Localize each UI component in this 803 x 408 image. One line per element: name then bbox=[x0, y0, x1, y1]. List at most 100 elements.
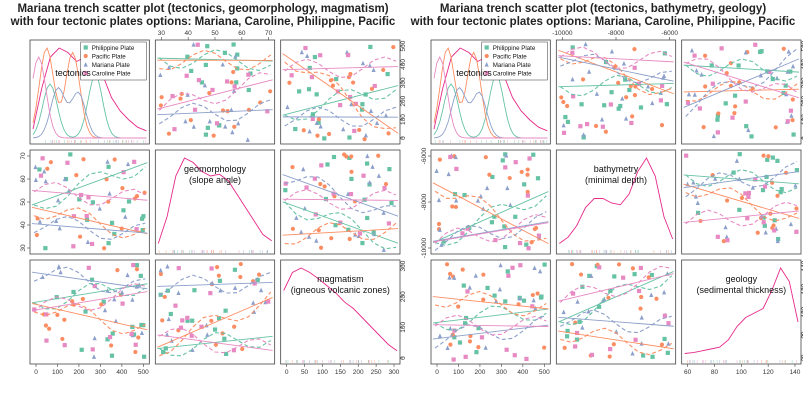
data-point bbox=[33, 165, 37, 170]
data-point bbox=[40, 156, 44, 160]
data-point bbox=[435, 168, 439, 173]
data-point bbox=[703, 84, 707, 88]
data-point bbox=[531, 153, 535, 157]
data-point bbox=[315, 92, 319, 96]
data-point bbox=[602, 103, 606, 107]
legend-marker bbox=[84, 54, 88, 58]
regression-line bbox=[32, 207, 147, 234]
fig1-left-axis-row2-label: 30 bbox=[20, 244, 27, 252]
fig2-left-axis-row2-label: -6000 bbox=[421, 147, 428, 164]
data-point bbox=[93, 336, 97, 341]
series-density-curve bbox=[434, 75, 547, 138]
data-point bbox=[665, 102, 669, 106]
data-point bbox=[185, 74, 189, 78]
data-point bbox=[189, 118, 193, 122]
data-point bbox=[387, 167, 391, 171]
data-point bbox=[662, 290, 666, 295]
data-point bbox=[563, 346, 567, 350]
data-point bbox=[638, 306, 642, 310]
fig1-top-axis-label: 40 bbox=[185, 30, 193, 37]
fig1-cell-r1-c3 bbox=[281, 40, 400, 144]
data-point bbox=[539, 295, 543, 299]
data-point bbox=[92, 354, 96, 359]
data-point bbox=[307, 87, 311, 91]
data-point bbox=[582, 132, 586, 137]
smoother-line bbox=[159, 328, 270, 353]
data-point bbox=[782, 47, 786, 51]
legend-marker bbox=[485, 54, 489, 58]
data-point bbox=[49, 160, 53, 164]
data-point bbox=[490, 220, 494, 224]
fig1-top-axis-label: 50 bbox=[211, 30, 219, 37]
smoother-line bbox=[686, 59, 797, 81]
fig2-bottom-axis-col1-label: 500 bbox=[539, 369, 550, 376]
data-point bbox=[382, 186, 386, 190]
data-point bbox=[536, 176, 540, 180]
panel-frame bbox=[556, 40, 675, 144]
fig2-left-axis-row2-label: -10000 bbox=[421, 238, 428, 259]
data-point bbox=[268, 89, 272, 93]
data-point bbox=[684, 154, 688, 158]
data-point bbox=[437, 222, 441, 226]
data-point bbox=[225, 79, 229, 83]
fig1-right-axis-row3-label: 300 bbox=[400, 260, 407, 271]
data-point bbox=[633, 93, 637, 97]
panel-frame bbox=[281, 150, 400, 254]
data-point bbox=[633, 66, 637, 70]
data-point bbox=[531, 293, 535, 297]
data-point bbox=[503, 165, 507, 169]
data-point bbox=[790, 118, 794, 122]
data-point bbox=[365, 216, 369, 220]
data-point bbox=[81, 297, 85, 301]
data-point bbox=[738, 152, 742, 156]
data-point bbox=[724, 101, 728, 105]
data-point bbox=[34, 177, 38, 182]
data-point bbox=[44, 179, 48, 184]
data-point bbox=[169, 312, 173, 316]
data-point bbox=[666, 351, 670, 355]
data-point bbox=[559, 95, 563, 99]
data-point bbox=[123, 214, 127, 219]
data-point bbox=[301, 167, 305, 172]
data-point bbox=[650, 100, 654, 105]
regression-line bbox=[32, 292, 147, 311]
data-point bbox=[132, 160, 136, 164]
data-point bbox=[481, 273, 485, 277]
data-point bbox=[570, 262, 574, 266]
regression-line bbox=[283, 202, 398, 243]
data-point bbox=[193, 108, 197, 112]
data-point bbox=[617, 262, 621, 266]
data-point bbox=[532, 298, 536, 303]
data-point bbox=[448, 343, 452, 347]
data-point bbox=[178, 97, 182, 101]
regression-line bbox=[433, 223, 548, 242]
data-point bbox=[180, 318, 184, 322]
data-point bbox=[360, 241, 364, 245]
data-point bbox=[190, 334, 194, 338]
data-point bbox=[85, 214, 89, 218]
data-point bbox=[208, 119, 212, 124]
data-point bbox=[609, 90, 613, 94]
data-point bbox=[510, 266, 514, 270]
data-point bbox=[562, 310, 566, 315]
fig2-cell-r3-c1 bbox=[431, 260, 550, 364]
data-point bbox=[608, 347, 612, 351]
fig1-bottom-axis-col1-label: 0 bbox=[34, 369, 38, 376]
data-point bbox=[725, 198, 729, 202]
data-point bbox=[91, 347, 95, 351]
data-point bbox=[633, 272, 637, 276]
data-point bbox=[629, 121, 633, 125]
data-point bbox=[44, 339, 48, 343]
data-point bbox=[349, 192, 353, 196]
fig1-cell-r3-c1 bbox=[30, 260, 149, 364]
fig2-bottom-axis-col1-label: 300 bbox=[496, 369, 507, 376]
data-point bbox=[362, 137, 366, 141]
data-point bbox=[702, 125, 706, 129]
data-point bbox=[686, 101, 690, 105]
data-point bbox=[789, 109, 793, 113]
data-point bbox=[716, 111, 720, 115]
fig2-top-axis-label: -10000 bbox=[552, 30, 573, 37]
data-point bbox=[58, 226, 62, 231]
